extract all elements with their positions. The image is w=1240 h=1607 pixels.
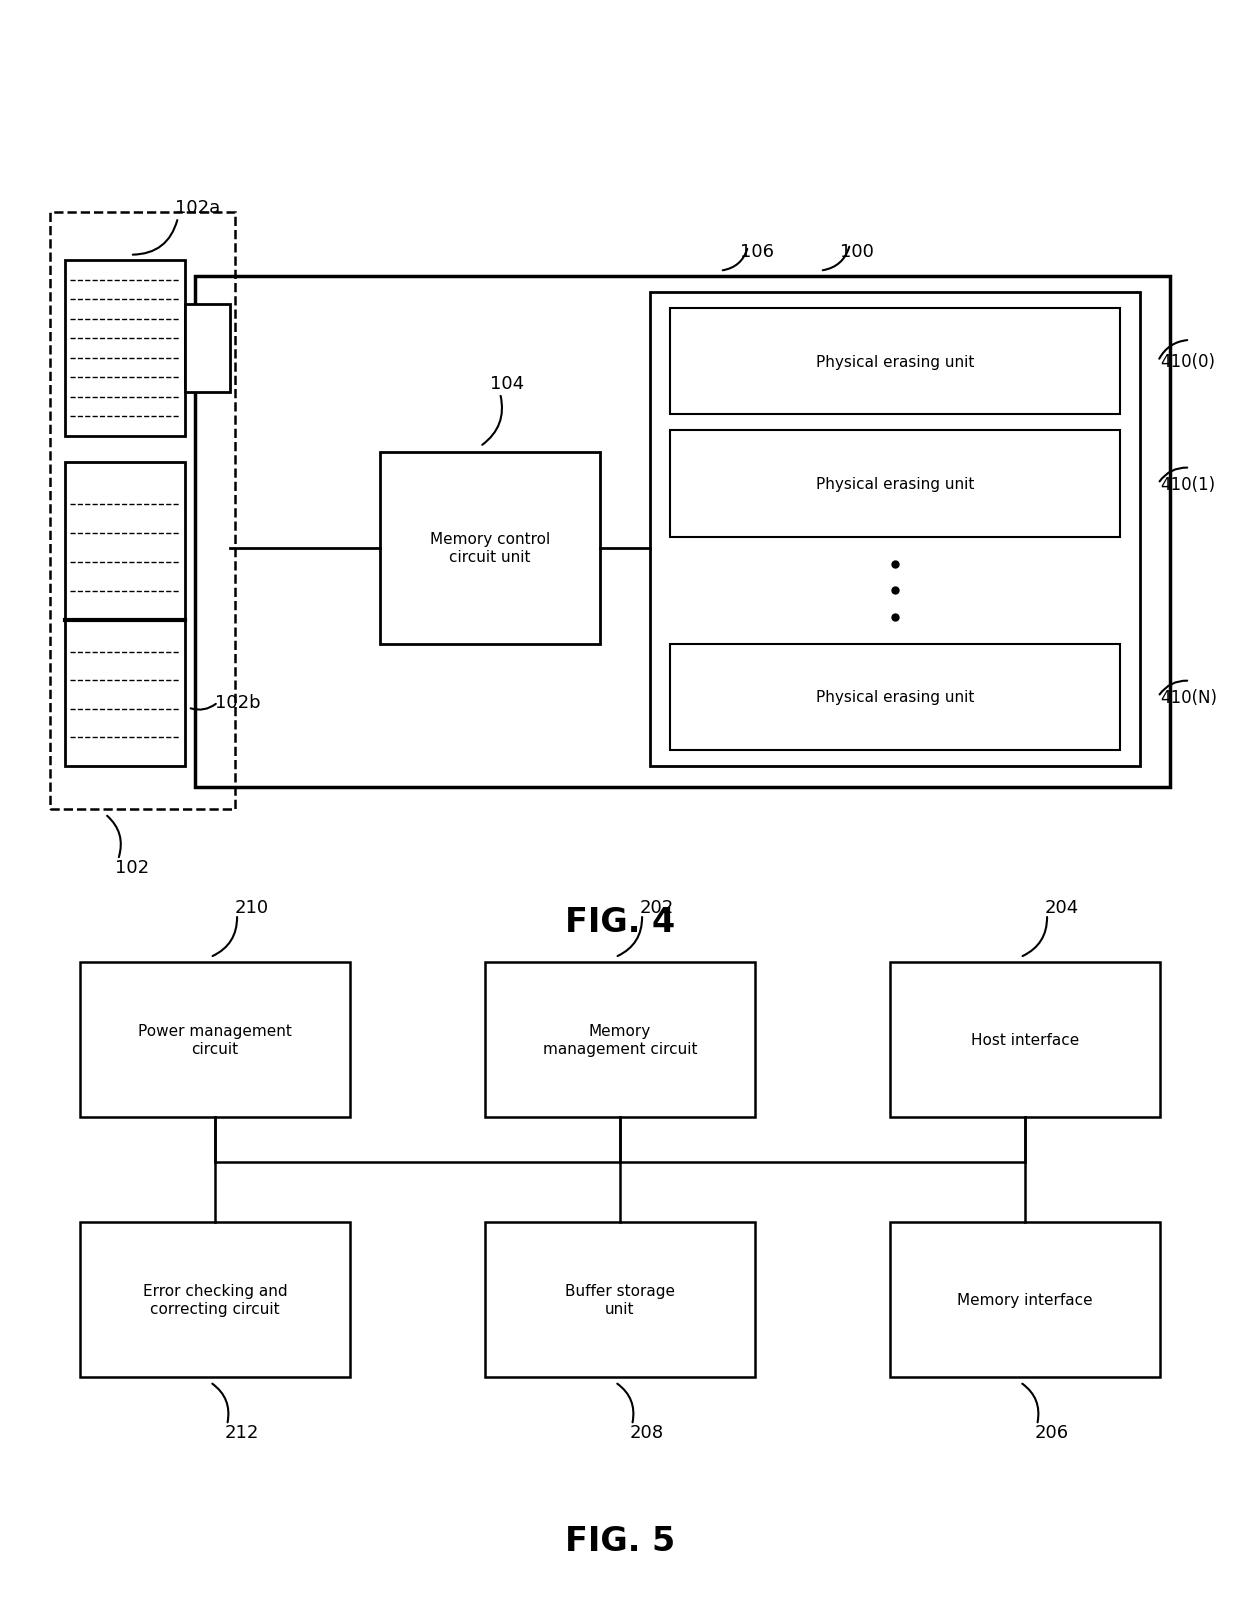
Text: 206: 206 [1035, 1424, 1069, 1441]
Bar [485, 1223, 755, 1377]
Bar [64, 463, 185, 767]
Text: 208: 208 [630, 1424, 665, 1441]
Text: 212: 212 [224, 1424, 259, 1441]
Text: 410(1): 410(1) [1159, 476, 1215, 493]
Bar [81, 963, 350, 1117]
Text: FIG. 5: FIG. 5 [565, 1523, 675, 1557]
Text: 100: 100 [839, 243, 874, 260]
Bar [670, 309, 1120, 415]
Text: 210: 210 [236, 898, 269, 916]
Text: Physical erasing unit: Physical erasing unit [816, 355, 975, 370]
Bar [670, 431, 1120, 538]
Bar [64, 260, 185, 437]
Text: Physical erasing unit: Physical erasing unit [816, 689, 975, 705]
Text: Physical erasing unit: Physical erasing unit [816, 477, 975, 492]
Text: Power management
circuit: Power management circuit [138, 1024, 291, 1056]
Bar [379, 453, 600, 644]
Text: Buffer storage
unit: Buffer storage unit [565, 1284, 675, 1316]
Bar [670, 644, 1120, 750]
Text: 102b: 102b [215, 694, 260, 712]
Text: 410(N): 410(N) [1159, 688, 1216, 707]
Text: Memory interface: Memory interface [957, 1292, 1092, 1306]
Text: 204: 204 [1045, 898, 1079, 916]
Text: 410(0): 410(0) [1159, 354, 1215, 371]
Bar [50, 212, 236, 810]
Text: FIG. 4: FIG. 4 [565, 905, 675, 938]
Text: Host interface: Host interface [971, 1033, 1079, 1048]
Text: 104: 104 [490, 374, 525, 392]
Bar [195, 276, 1171, 787]
Text: Memory
management circuit: Memory management circuit [543, 1024, 697, 1056]
Bar [890, 963, 1159, 1117]
Bar [81, 1223, 350, 1377]
Bar [650, 292, 1140, 767]
Bar [485, 963, 755, 1117]
Text: 102a: 102a [175, 199, 221, 217]
Text: 106: 106 [740, 243, 774, 260]
Text: 202: 202 [640, 898, 675, 916]
Bar [185, 305, 229, 392]
Bar [890, 1223, 1159, 1377]
Text: 102: 102 [115, 858, 149, 877]
Text: Memory control
circuit unit: Memory control circuit unit [430, 532, 551, 564]
Text: Error checking and
correcting circuit: Error checking and correcting circuit [143, 1284, 288, 1316]
